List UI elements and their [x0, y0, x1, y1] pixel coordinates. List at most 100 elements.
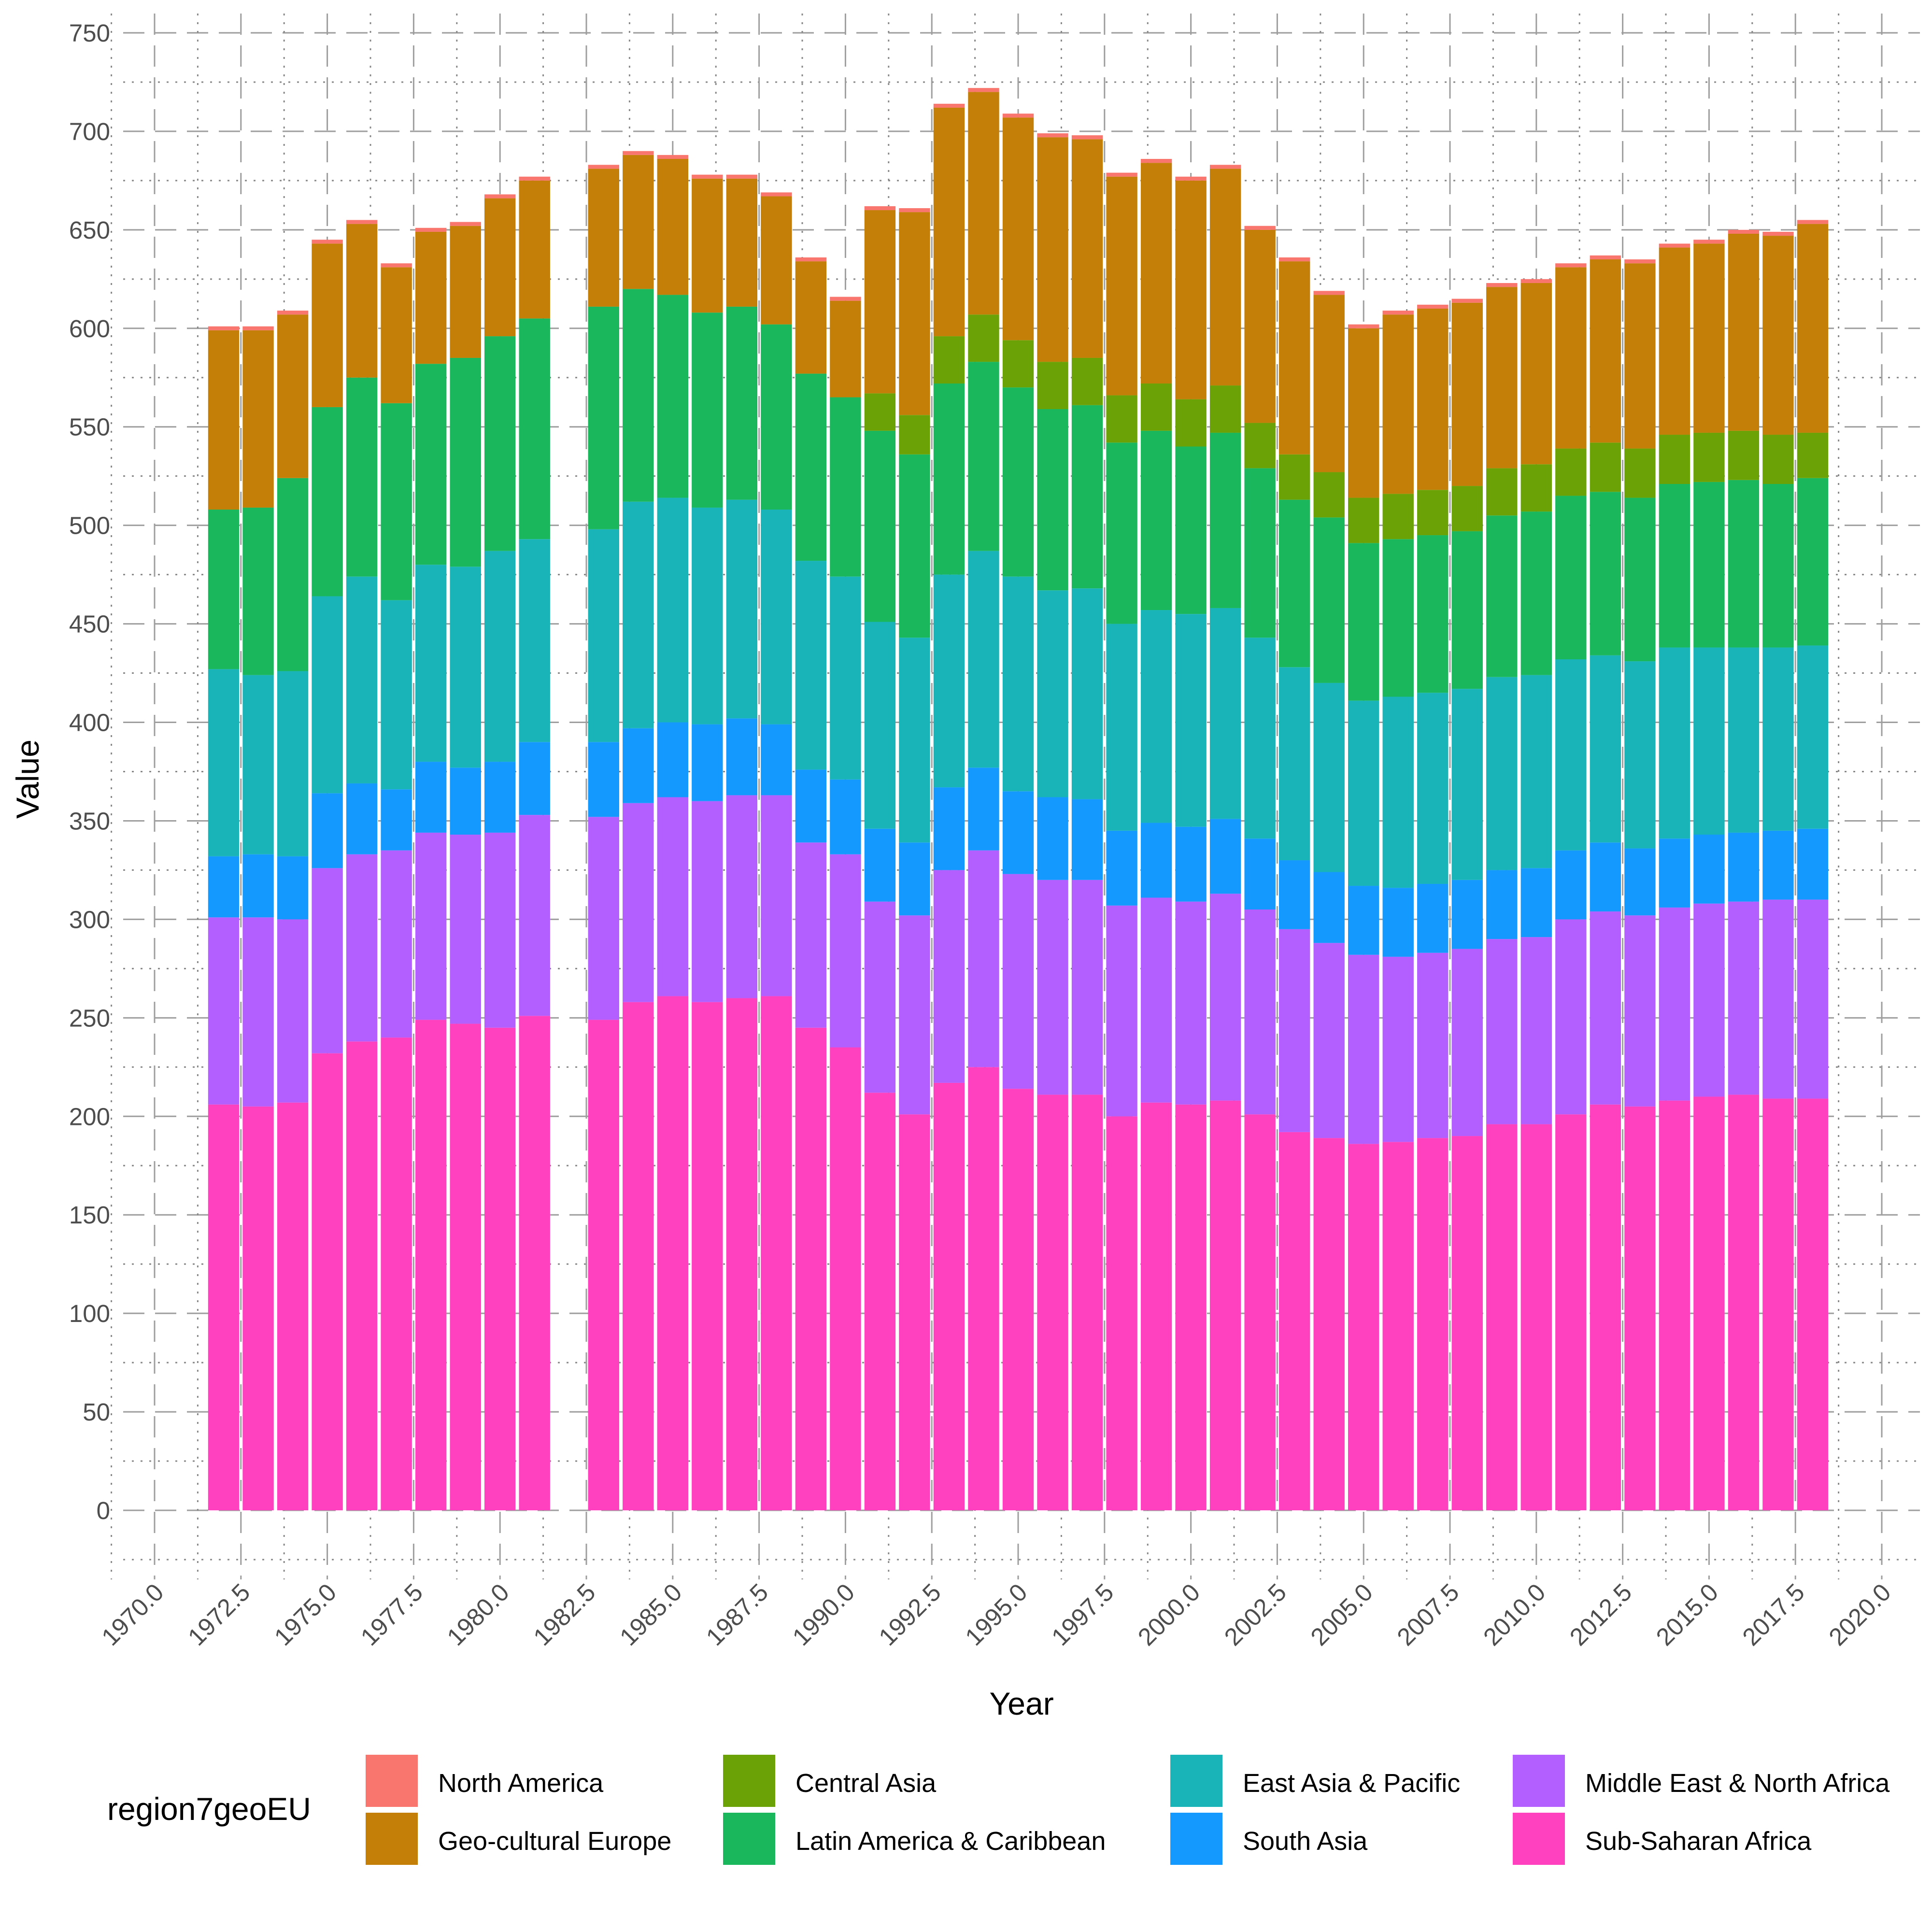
bar-segment	[1590, 655, 1621, 843]
bar-segment	[1555, 1114, 1587, 1510]
bar-segment	[1279, 860, 1310, 929]
bar-segment	[1279, 929, 1310, 1132]
bar-segment	[1451, 880, 1483, 949]
bar-segment	[1451, 298, 1483, 303]
bar-segment	[1209, 819, 1241, 894]
bar-segment	[1417, 304, 1449, 309]
y-tick-label: 350	[69, 807, 110, 835]
bar-segment	[1590, 255, 1621, 260]
y-tick-label: 500	[69, 512, 110, 540]
bar-segment	[415, 565, 447, 762]
y-tick-label: 50	[83, 1398, 110, 1426]
bar-segment	[1693, 647, 1725, 835]
bar-segment	[346, 854, 378, 1042]
bar-segment	[1348, 328, 1379, 498]
bar-segment	[1175, 614, 1207, 827]
legend-swatch	[723, 1813, 775, 1865]
bar-segment	[1209, 169, 1241, 386]
bar-segment	[830, 397, 861, 577]
bar-segment	[899, 208, 930, 213]
bar-segment	[277, 856, 309, 920]
bar-segment	[588, 169, 619, 307]
y-tick-label: 750	[69, 19, 110, 47]
bar-segment	[1244, 229, 1276, 423]
bar-segment	[1659, 647, 1690, 839]
bar-segment	[519, 742, 550, 815]
bar-segment	[968, 551, 999, 768]
bar-segment	[415, 762, 447, 833]
bar-segment	[450, 767, 481, 835]
bar-segment	[726, 998, 758, 1510]
bar-segment	[657, 797, 688, 996]
bar-segment	[968, 314, 999, 362]
bar-segment	[1071, 405, 1103, 589]
bar-segment	[1486, 1124, 1518, 1510]
bar-segment	[277, 1102, 309, 1510]
y-tick-label: 200	[69, 1103, 110, 1130]
x-tick-label: 1970.0	[96, 1578, 169, 1651]
bar-segment	[933, 103, 965, 108]
y-tick-label: 100	[69, 1300, 110, 1327]
y-axis-title: Value	[10, 739, 45, 819]
bar-segment	[1037, 880, 1068, 1095]
bar-segment	[1382, 888, 1414, 957]
bar-segment	[1486, 283, 1518, 287]
bar-segment	[1486, 870, 1518, 939]
bar-segment	[1002, 791, 1034, 874]
legend-label: South Asia	[1243, 1827, 1368, 1856]
x-tick-label: 2000.0	[1133, 1578, 1206, 1651]
bar-segment	[657, 722, 688, 797]
legend-swatch	[1170, 1813, 1222, 1865]
bar-segment	[1175, 446, 1207, 614]
bar-segment	[346, 224, 378, 378]
bar-segment	[415, 364, 447, 565]
bar-segment	[899, 915, 930, 1115]
bar-segment	[1348, 700, 1379, 886]
bar-segment	[346, 220, 378, 224]
bar-segment	[519, 1016, 550, 1510]
bar-segment	[1348, 543, 1379, 701]
bar-segment	[1590, 842, 1621, 912]
bar-segment	[312, 868, 343, 1053]
legend-item: Central Asia	[723, 1755, 937, 1807]
bar-segment	[657, 295, 688, 498]
bar-segment	[1002, 576, 1034, 792]
bar-segment	[1693, 240, 1725, 244]
bar-segment	[1071, 139, 1103, 358]
bar-segment	[450, 226, 481, 358]
y-tick-label: 600	[69, 315, 110, 342]
legend-label: Geo-cultural Europe	[438, 1827, 671, 1856]
x-tick-label: 2005.0	[1305, 1578, 1378, 1651]
bar-segment	[1728, 234, 1760, 431]
y-tick-label: 450	[69, 611, 110, 638]
bar-segment	[1624, 915, 1656, 1107]
bar-segment	[1555, 267, 1587, 449]
bar-segment	[1590, 911, 1621, 1105]
bar-segment	[1762, 830, 1794, 900]
bar-segment	[1520, 464, 1552, 512]
bar-segment	[1313, 872, 1345, 943]
bar-segment	[1451, 689, 1483, 880]
bar-segment	[1451, 531, 1483, 689]
bar-segment	[1728, 430, 1760, 480]
bar-segment	[1313, 291, 1345, 295]
legend-item: Latin America & Caribbean	[723, 1813, 1106, 1865]
bar-segment	[795, 769, 827, 843]
bar-segment	[415, 832, 447, 1020]
bar-segment	[830, 300, 861, 398]
bar-segment	[588, 306, 619, 529]
bar-segment	[484, 1027, 516, 1510]
bar-segment	[242, 330, 274, 508]
bar-segment	[208, 330, 240, 510]
bar-segment	[1520, 868, 1552, 938]
bar-segment	[346, 783, 378, 854]
bar-segment	[1209, 894, 1241, 1101]
bar-segment	[1417, 693, 1449, 884]
bar-segment	[899, 212, 930, 415]
bar-segment	[933, 1082, 965, 1510]
bar-segment	[1002, 387, 1034, 577]
legend-swatch	[1170, 1755, 1222, 1807]
x-tick-label: 1997.5	[1046, 1578, 1119, 1651]
bar-segment	[1175, 176, 1207, 181]
bar-segment	[1244, 909, 1276, 1115]
